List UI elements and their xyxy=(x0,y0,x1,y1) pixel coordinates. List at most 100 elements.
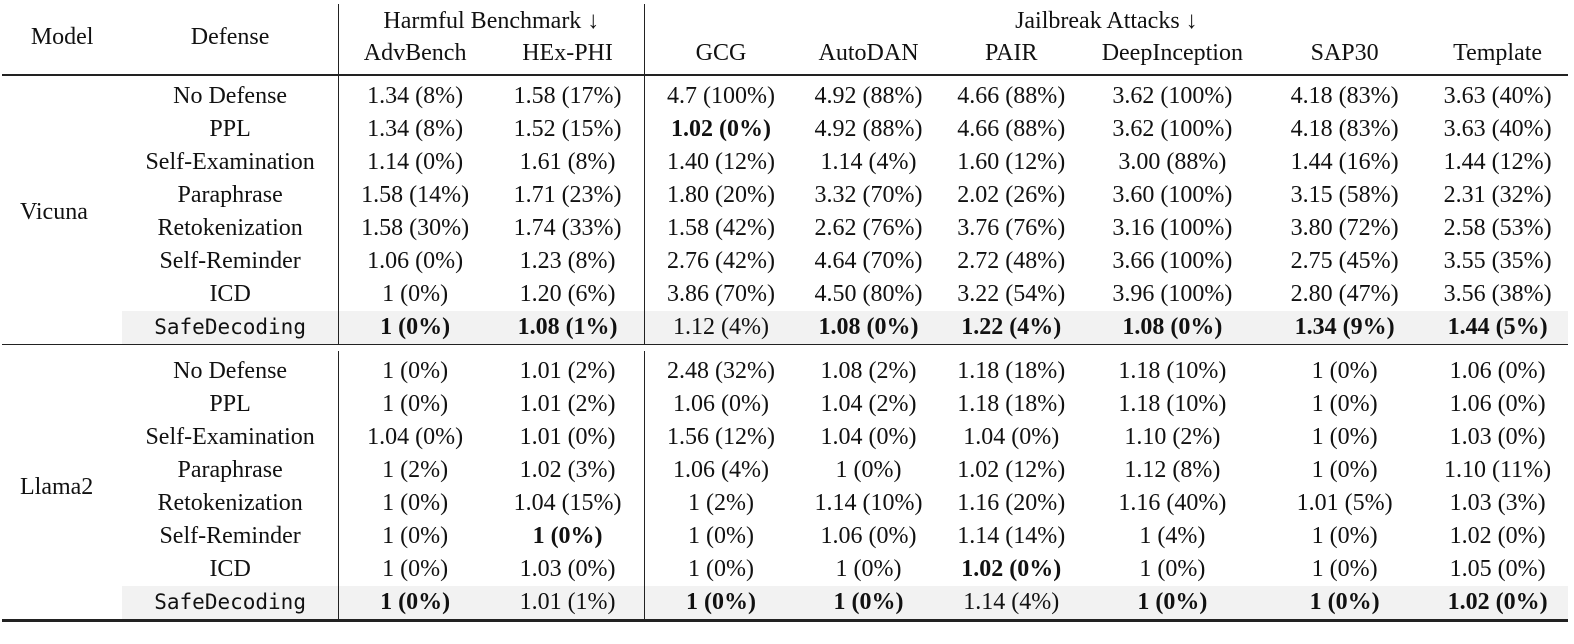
cell-template: 1.44 (12%) xyxy=(1443,149,1552,175)
cell-pair: 1.14 (4%) xyxy=(939,586,1083,621)
model-name-cell: Llama2 xyxy=(20,473,94,500)
cell-autodan: 1.06 (0%) xyxy=(820,523,917,549)
defense-name-cell: Paraphrase xyxy=(177,182,283,208)
cell-autodan: 4.92 (88%) xyxy=(814,116,923,142)
header-group-harmful-benchmark: Harmful Benchmark ↓ xyxy=(337,4,645,36)
cell-autodan: 1.14 (4%) xyxy=(820,149,917,175)
cell-advbench: 1.04 (0%) xyxy=(337,421,492,454)
cell-gcg: 1.06 (0%) xyxy=(643,388,798,421)
cell-advbench: 1.14 (0%) xyxy=(337,146,492,179)
cell-advbench: 1 (0%) xyxy=(337,351,492,388)
header-group-jailbreak-attacks: Jailbreak Attacks ↓ xyxy=(643,4,1568,36)
cell-hex-phi: 1.03 (0%) xyxy=(519,556,616,582)
cell-sap30: 1 (0%) xyxy=(1311,556,1378,582)
cell-sap30: 1.01 (5%) xyxy=(1296,490,1393,516)
cell-gcg: 3.86 (70%) xyxy=(643,278,798,311)
cell-advbench: 1.34 (8%) xyxy=(337,113,492,146)
cell-template: 1.06 (0%) xyxy=(1449,358,1546,384)
cell-deepinception: 1.16 (40%) xyxy=(1118,490,1227,516)
defense-name-cell: No Defense xyxy=(173,358,288,384)
cell-pair: 1.22 (4%) xyxy=(939,311,1083,345)
cell-autodan: 3.32 (70%) xyxy=(814,182,923,208)
cell-deepinception: 1 (4%) xyxy=(1139,523,1206,549)
cell-pair: 1.14 (14%) xyxy=(957,523,1066,549)
table-row: SafeDecoding 1 (0%) 1.01 (1%) 1 (0%) 1 (0%) 1… xyxy=(2,586,1568,621)
cell-pair: 4.66 (88%) xyxy=(957,83,1066,109)
cell-sap30: 3.15 (58%) xyxy=(1290,182,1399,208)
cell-sap30: 1.34 (9%) xyxy=(1262,311,1428,345)
defense-name-cell: PPL xyxy=(209,116,251,142)
cell-pair: 4.66 (88%) xyxy=(957,116,1066,142)
header-col-deepinception: DeepInception xyxy=(1101,40,1243,66)
defense-name-cell: Retokenization xyxy=(157,490,303,516)
defense-name-cell: Paraphrase xyxy=(177,457,283,483)
cell-deepinception: 1.10 (2%) xyxy=(1124,424,1221,450)
header-col-sap30: SAP30 xyxy=(1310,40,1379,66)
table-row: Vicuna No Defense 1.34 (8%) 1.58 (17%) 4.7 (… xyxy=(2,75,1568,225)
cell-pair: 1.04 (0%) xyxy=(963,424,1060,450)
cell-pair: 1.18 (18%) xyxy=(957,391,1066,417)
cell-deepinception: 1.18 (10%) xyxy=(1118,358,1227,384)
table-row: PPL 1.34 (8%) 1.52 (15%) 1.02 (0%) 4.92 (88%… xyxy=(2,113,1568,146)
table-row: ICD 1 (0%) 1.03 (0%) 1 (0%) 1 (0%) 1.02 (0%) 1… xyxy=(2,553,1568,586)
header-model: Model xyxy=(30,24,94,50)
cell-hex-phi: 1.61 (8%) xyxy=(519,149,616,175)
cell-sap30: 1 (0%) xyxy=(1311,358,1378,384)
defense-name-cell: SafeDecoding xyxy=(122,311,339,345)
cell-hex-phi: 1.01 (1%) xyxy=(491,586,645,621)
results-table: Model Defense Harmful Benchmark ↓ Jailbr… xyxy=(2,4,1568,622)
cell-deepinception: 3.16 (100%) xyxy=(1112,215,1233,241)
cell-template: 3.63 (40%) xyxy=(1443,116,1552,142)
cell-advbench: 1.58 (14%) xyxy=(337,179,492,212)
cell-gcg: 1 (0%) xyxy=(643,520,798,553)
cell-advbench: 1.34 (8%) xyxy=(337,75,492,113)
cell-template: 1.05 (0%) xyxy=(1449,556,1546,582)
cell-pair: 1.02 (0%) xyxy=(961,556,1062,582)
header-col-pair: PAIR xyxy=(985,40,1038,66)
cell-advbench: 1 (2%) xyxy=(337,454,492,487)
cell-autodan: 1 (0%) xyxy=(835,556,902,582)
cell-sap30: 4.18 (83%) xyxy=(1290,116,1399,142)
cell-gcg: 1.06 (4%) xyxy=(643,454,798,487)
table-body: Vicuna No Defense 1.34 (8%) 1.58 (17%) 4.7 (… xyxy=(2,75,1568,621)
table-row: Llama2 No Defense 1 (0%) 1.01 (2%) 2.48 (32%… xyxy=(2,351,1568,500)
cell-deepinception: 3.62 (100%) xyxy=(1112,116,1233,142)
table-row: Self-Examination 1.04 (0%) 1.01 (0%) 1.56 (… xyxy=(2,421,1568,454)
cell-gcg: 1.56 (12%) xyxy=(643,421,798,454)
cell-deepinception: 3.60 (100%) xyxy=(1112,182,1233,208)
header-col-advbench: AdvBench xyxy=(337,36,492,75)
cell-pair: 3.22 (54%) xyxy=(957,281,1066,307)
table-row: Self-Examination 1.14 (0%) 1.61 (8%) 1.40 (… xyxy=(2,146,1568,179)
defense-name-cell: ICD xyxy=(209,556,251,582)
cell-advbench: 1 (0%) xyxy=(337,487,492,520)
cell-advbench: 1.06 (0%) xyxy=(337,245,492,278)
cell-gcg: 1 (2%) xyxy=(643,487,798,520)
cell-sap30: 1 (0%) xyxy=(1311,523,1378,549)
cell-template: 3.63 (40%) xyxy=(1443,83,1552,109)
cell-sap30: 1 (0%) xyxy=(1311,424,1378,450)
cell-hex-phi: 1.58 (17%) xyxy=(513,83,622,109)
cell-advbench: 1 (0%) xyxy=(337,520,492,553)
cell-gcg: 1 (0%) xyxy=(643,553,798,586)
cell-hex-phi: 1.01 (0%) xyxy=(519,424,616,450)
header-col-autodan: AutoDAN xyxy=(818,40,919,66)
cell-pair: 3.76 (76%) xyxy=(957,215,1066,241)
cell-gcg: 4.7 (100%) xyxy=(643,75,798,113)
cell-template: 2.31 (32%) xyxy=(1443,182,1552,208)
cell-autodan: 2.62 (76%) xyxy=(814,215,923,241)
cell-template: 1.44 (5%) xyxy=(1427,311,1568,345)
defense-name-cell: No Defense xyxy=(173,83,288,109)
cell-deepinception: 3.96 (100%) xyxy=(1112,281,1233,307)
defense-name-cell: ICD xyxy=(209,281,251,307)
cell-gcg: 1.80 (20%) xyxy=(643,179,798,212)
cell-deepinception: 1 (0%) xyxy=(1139,556,1206,582)
table-row: ICD 1 (0%) 1.20 (6%) 3.86 (70%) 4.50 (80%) 3.… xyxy=(2,278,1568,311)
cell-template: 1.03 (3%) xyxy=(1449,490,1546,516)
table-row: SafeDecoding 1 (0%) 1.08 (1%) 1.12 (4%) 1.08… xyxy=(2,311,1568,345)
cell-template: 1.10 (11%) xyxy=(1444,457,1552,483)
cell-pair: 1.18 (18%) xyxy=(957,358,1066,384)
cell-autodan: 1.08 (0%) xyxy=(797,311,940,345)
defense-name-cell: Self-Examination xyxy=(145,149,315,175)
cell-sap30: 3.80 (72%) xyxy=(1290,215,1399,241)
cell-template: 1.02 (0%) xyxy=(1427,586,1568,621)
